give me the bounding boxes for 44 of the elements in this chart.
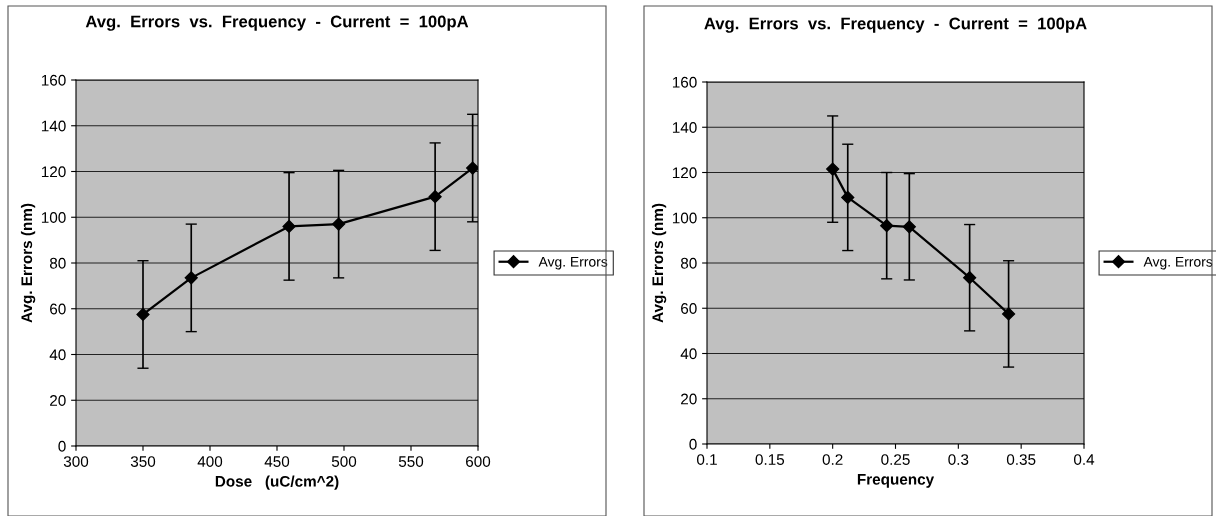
y-tick-label: 0 (58, 440, 66, 452)
y-tick-label: 140 (672, 122, 697, 133)
x-tick-label: 350 (130, 456, 156, 467)
y-tick-label: 40 (49, 349, 66, 361)
point (466, 161, 478, 175)
x-tick-label: 0.3 (948, 454, 969, 465)
y-tick-label: 160 (41, 74, 66, 86)
y-axis-title: Avg. Errors (nm) (651, 203, 667, 323)
x-tick-label: 0.15 (755, 454, 785, 465)
x-tick-label: 550 (398, 456, 424, 467)
y-axis-title: Avg. Errors (nm) (20, 203, 36, 323)
x-tick-label: 300 (63, 456, 89, 467)
point (1002, 307, 1016, 321)
y-tick-label: 100 (41, 212, 66, 223)
x-tick-label: 450 (264, 456, 290, 467)
y-tick-label: 160 (672, 76, 697, 88)
legend-label: Avg. Errors (1143, 257, 1213, 270)
y-tick-label: 20 (50, 395, 66, 406)
x-tick-label: 500 (331, 456, 357, 467)
point (332, 217, 346, 231)
x-tick-label: 400 (197, 456, 223, 467)
x-axis-title: Frequency (857, 474, 935, 488)
y-tick-label: 80 (680, 257, 697, 269)
y-tick-label: 120 (41, 166, 66, 178)
y-tick-label: 60 (681, 303, 697, 314)
x-tick-label: 0.25 (881, 454, 910, 465)
x-tick-label: 0.1 (696, 454, 717, 465)
y-tick-label: 100 (672, 212, 697, 224)
x-tick-label: 0.2 (822, 454, 843, 465)
chart-title: Avg. Errors vs. Frequency - Current = 100pA (85, 15, 469, 31)
y-tick-label: 60 (50, 303, 66, 315)
y-tick-label: 120 (672, 167, 697, 179)
x-tick-label: 0.4 (1073, 454, 1095, 465)
x-tick-label: 600 (466, 456, 491, 467)
y-tick-label: 140 (41, 120, 66, 132)
y-tick-label: 80 (49, 257, 66, 269)
y-tick-label: 20 (681, 393, 697, 405)
y-tick-label: 0 (689, 438, 697, 450)
y-tick-label: 40 (680, 348, 697, 360)
legend-label: Avg. Errors (538, 257, 608, 270)
point (826, 162, 840, 176)
chart-title: Avg. Errors vs. Frequency - Current = 100pA (704, 17, 1087, 33)
x-axis-title: Dose (uC/cm^2) (215, 475, 339, 490)
x-tick-label: 0.35 (1006, 454, 1036, 465)
